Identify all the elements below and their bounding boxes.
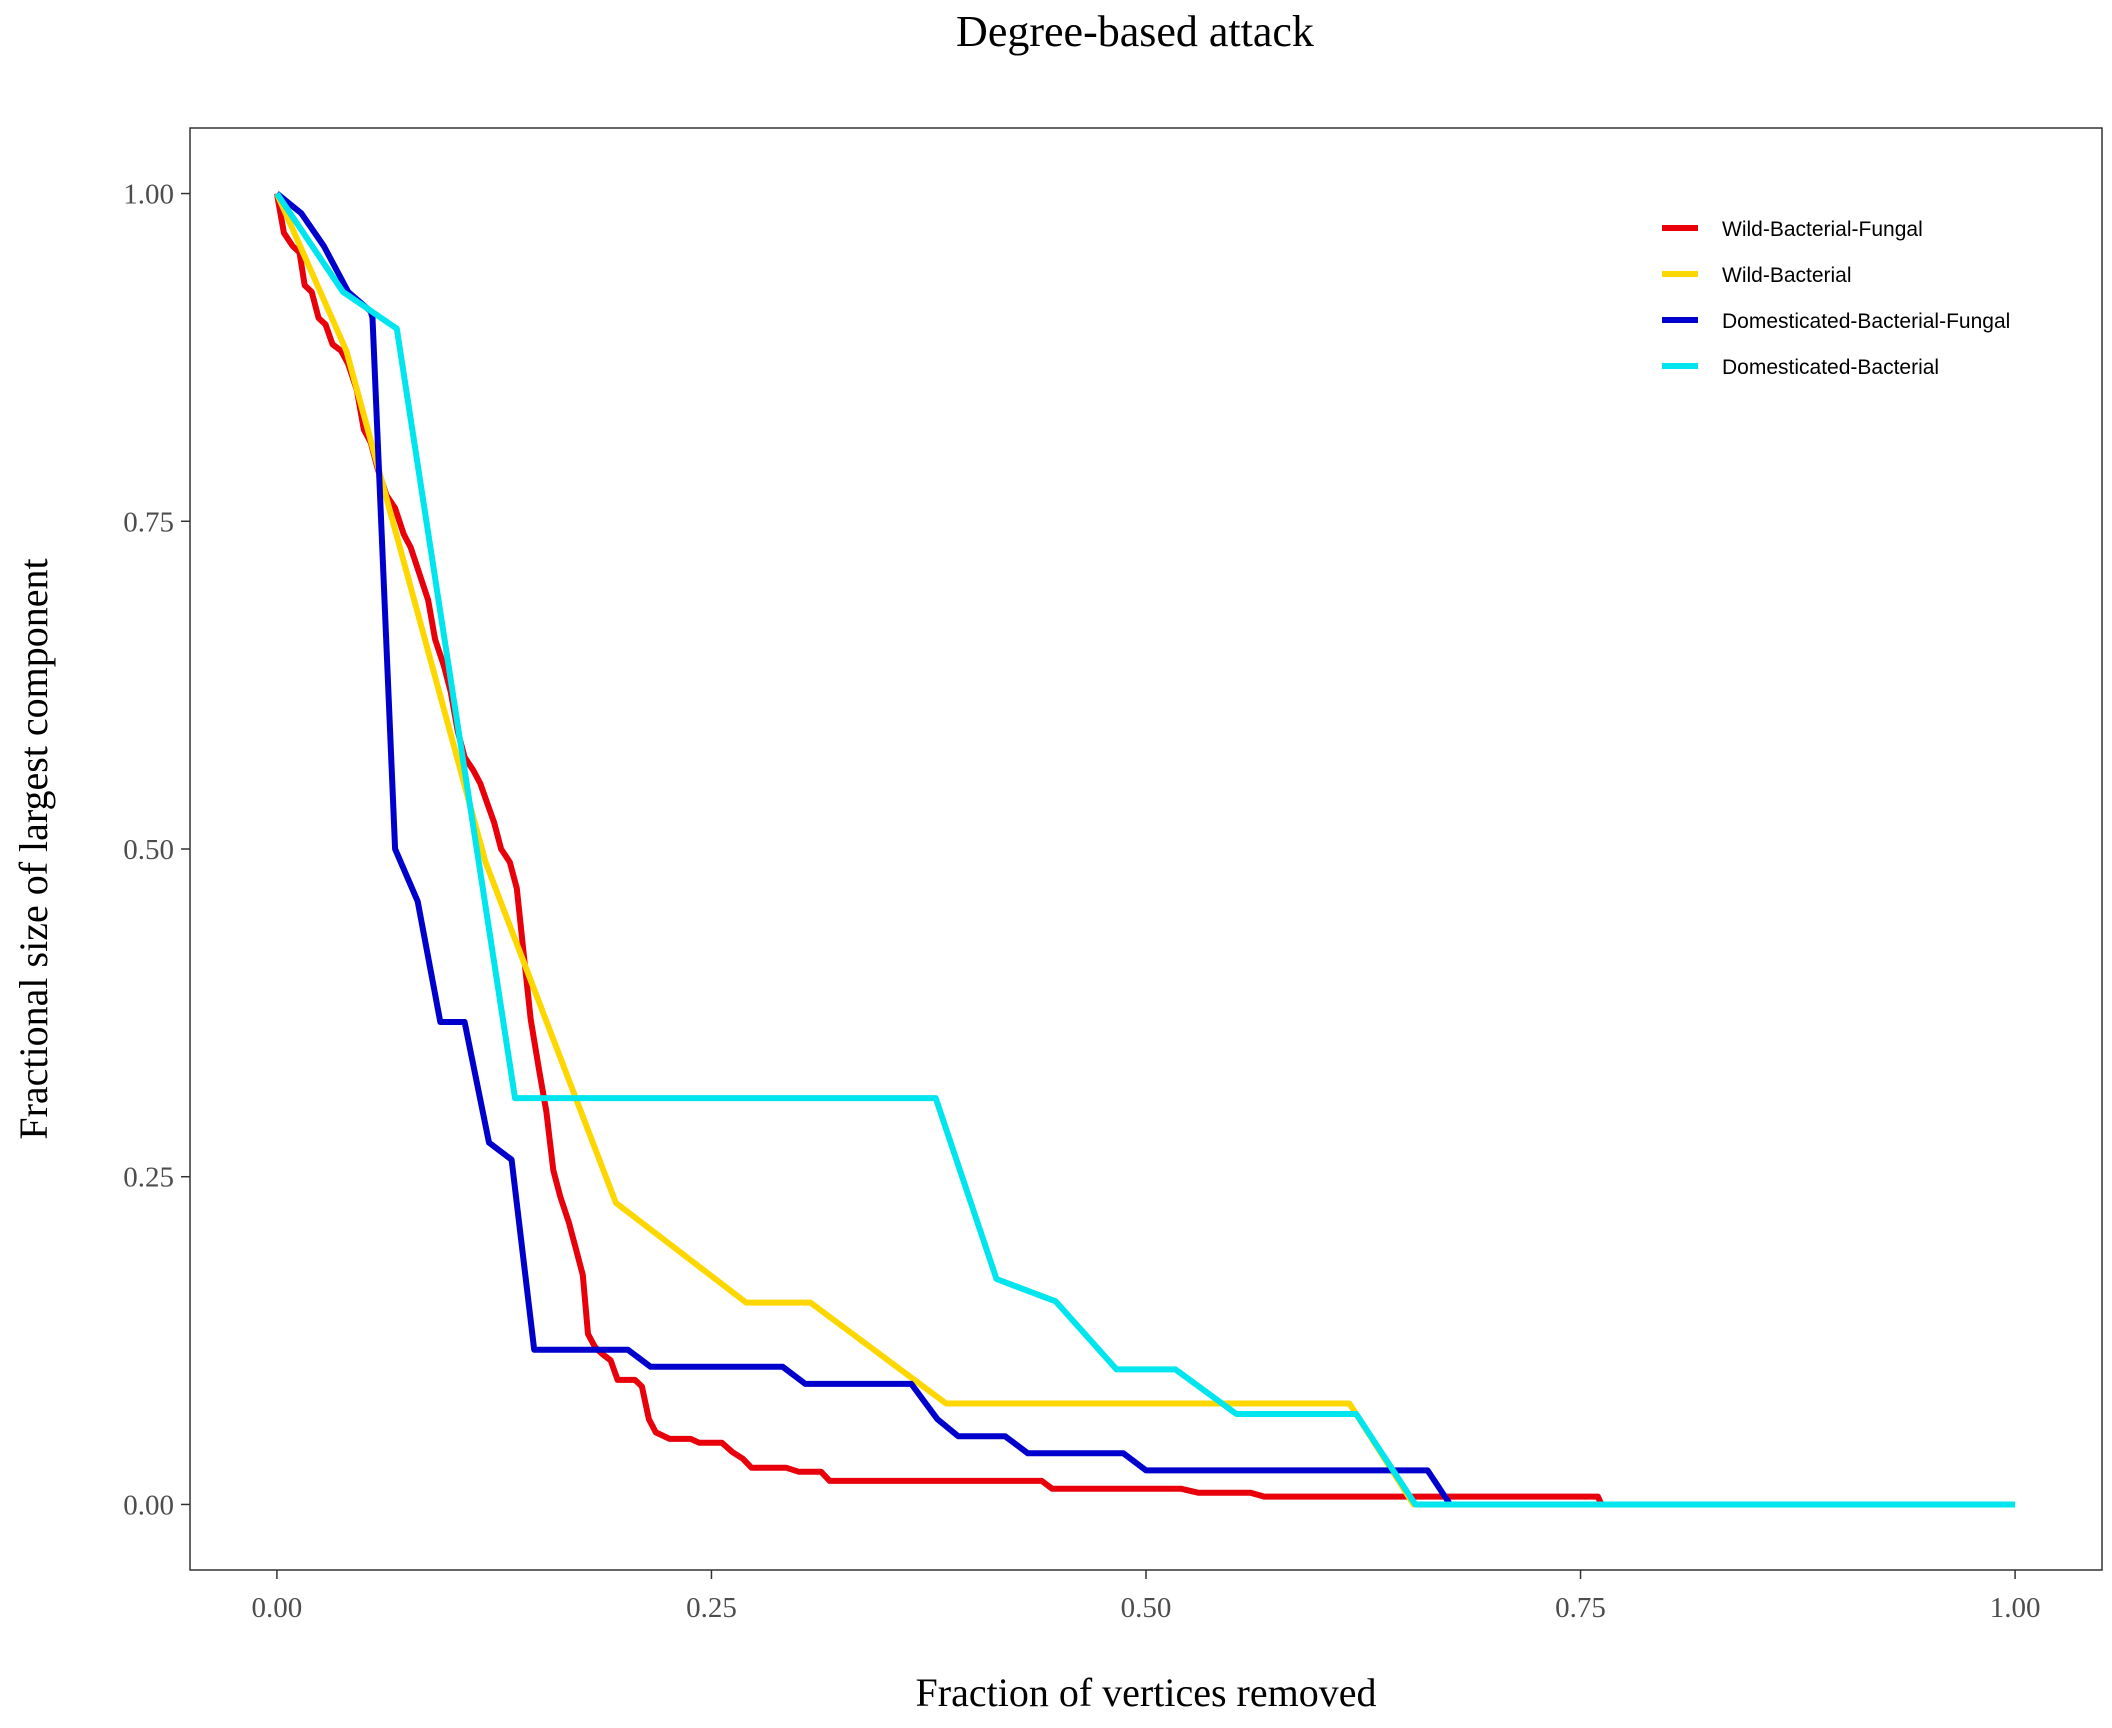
y-tick-label: 0.00 [123, 1489, 174, 1521]
x-axis: 0.00 0.25 0.50 0.75 1.00 [252, 1570, 2041, 1624]
plot-panel [189, 127, 2103, 1571]
y-axis-title: Fractional size of largest component [11, 558, 56, 1139]
y-tick-label: 0.25 [123, 1162, 174, 1194]
x-tick-label: 0.25 [686, 1592, 737, 1624]
x-tick-label: 1.00 [1990, 1592, 2041, 1624]
x-axis-title: Fraction of vertices removed [916, 1670, 1377, 1715]
legend-label-wild-bacterial-fungal: Wild-Bacterial-Fungal [1722, 218, 1923, 241]
chart-title: Degree-based attack [956, 7, 1314, 56]
x-tick-label: 0.00 [252, 1592, 303, 1624]
legend-label-domesticated-bacterial: Domesticated-Bacterial [1722, 356, 1939, 379]
y-axis: 0.00 0.25 0.50 0.75 1.00 [123, 179, 190, 1521]
series-lines [273, 191, 2016, 1508]
x-tick-label: 0.75 [1555, 1592, 1606, 1624]
series-line-domesticated-bacterial [274, 191, 2016, 1508]
x-tick-label: 0.50 [1121, 1592, 1172, 1624]
y-tick-label: 0.75 [123, 506, 174, 538]
legend: Wild-Bacterial-Fungal Wild-Bacterial Domes… [1662, 218, 2010, 379]
y-tick-label: 0.50 [123, 834, 174, 866]
y-tick-label: 1.00 [123, 179, 174, 211]
legend-label-wild-bacterial: Wild-Bacterial [1722, 264, 1852, 287]
legend-label-domesticated-bacterial-fungal: Domesticated-Bacterial-Fungal [1722, 310, 2010, 333]
